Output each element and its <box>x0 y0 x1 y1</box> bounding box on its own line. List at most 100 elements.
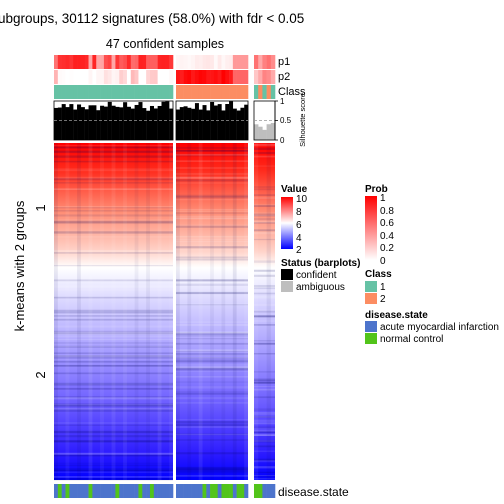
p1-cell <box>266 55 272 69</box>
heatmap-row-texture <box>176 177 248 179</box>
heatmap-row-texture <box>254 315 275 317</box>
heatmap-row-texture <box>54 250 173 252</box>
disease-state-cell <box>146 484 151 498</box>
heatmap-row-texture <box>176 332 248 335</box>
class-cell <box>266 85 272 99</box>
heatmap-row-texture <box>254 194 275 196</box>
heatmap-row-texture <box>176 342 248 345</box>
heatmap-row-texture <box>176 423 248 426</box>
heatmap-row-texture <box>176 433 248 436</box>
silhouette-bar <box>69 104 74 140</box>
silhouette-tick-0-5: 0.5 <box>280 116 292 125</box>
legend-status: Status (barplots) confident ambiguous <box>281 258 360 293</box>
class-cell <box>236 85 241 99</box>
p1-cell <box>229 55 234 69</box>
heatmap-row-texture <box>176 338 248 340</box>
legend-status-confident-label: confident <box>296 270 337 281</box>
class-cell <box>54 85 59 99</box>
p1-cell <box>73 55 78 69</box>
heatmap-row-texture <box>254 231 275 234</box>
silhouette-bar <box>61 104 66 140</box>
p1-cell <box>236 55 241 69</box>
heatmap-row-texture <box>176 154 248 157</box>
p1-cell <box>77 55 82 69</box>
silhouette-bar <box>187 107 192 140</box>
p1-cell <box>84 55 89 69</box>
p2-track-label: p2 <box>278 71 290 83</box>
heatmap-row-texture <box>254 275 275 278</box>
heatmap-row-texture <box>54 345 173 348</box>
heatmap-row-texture <box>176 350 248 353</box>
heatmap-row-texture <box>176 304 248 306</box>
heatmap-row-texture <box>176 366 248 368</box>
class-cell <box>134 85 139 99</box>
p1-track-label: p1 <box>278 56 290 68</box>
p1-cell <box>213 55 218 69</box>
p2-cell <box>134 70 139 84</box>
p2-cell <box>61 70 66 84</box>
heatmap-row-texture <box>254 450 275 452</box>
silhouette-bar <box>165 101 170 140</box>
heatmap-row-texture <box>176 210 248 212</box>
heatmap-row-texture <box>176 194 248 197</box>
heatmap-row-texture <box>54 145 173 147</box>
heatmap-row-texture <box>176 249 248 251</box>
p1-cell <box>191 55 196 69</box>
heatmap-row-texture <box>54 311 173 314</box>
heatmap-column-texture <box>244 143 248 480</box>
heatmap-row-texture <box>54 462 173 464</box>
silhouette-bar <box>266 124 271 140</box>
heatmap-row-texture <box>176 153 248 156</box>
silhouette-bar <box>157 105 162 140</box>
heatmap-row-texture <box>54 471 173 473</box>
disease-state-cell <box>266 484 272 498</box>
heatmap-row-texture <box>54 332 173 335</box>
heatmap-row-texture <box>254 151 275 154</box>
heatmap-row-texture <box>54 335 173 338</box>
heatmap-row-texture <box>54 430 173 433</box>
class-cell <box>270 85 276 99</box>
disease-state-cell <box>149 484 155 498</box>
heatmap-row-texture <box>54 220 173 224</box>
heatmap-row-texture <box>176 279 248 282</box>
heatmap-row-texture <box>254 471 275 474</box>
heatmap-row-texture <box>254 378 275 381</box>
silhouette-bar <box>111 105 116 140</box>
heatmap-row-texture <box>54 424 173 426</box>
heatmap-row-texture <box>176 368 248 370</box>
heatmap-row-texture <box>254 434 275 437</box>
disease-state-cell <box>240 484 245 498</box>
class-cell <box>254 85 259 99</box>
heatmap-row-texture <box>176 263 248 266</box>
legend-status-confident-swatch <box>281 269 293 280</box>
heatmap-row-texture <box>54 405 173 408</box>
legend-status-title: Status (barplots) <box>281 258 360 269</box>
heatmap-column-texture <box>146 143 150 480</box>
legend-class-2-label: 2 <box>380 294 386 305</box>
heatmap-row-texture <box>254 411 275 414</box>
p2-cell <box>69 70 74 84</box>
heatmap-column-texture <box>176 143 180 480</box>
heatmap-row-texture <box>176 363 248 367</box>
heatmap-row-texture <box>254 213 275 216</box>
class-cell <box>240 85 245 99</box>
p1-cell <box>176 55 181 69</box>
class-cell <box>96 85 101 99</box>
p2-cell <box>210 70 215 84</box>
p1-cell <box>240 55 245 69</box>
heatmap-row-texture <box>54 440 173 443</box>
p2-cell <box>198 70 203 84</box>
heatmap-row-texture <box>176 368 248 371</box>
class-cell <box>149 85 155 99</box>
heatmap-row-texture <box>254 386 275 388</box>
heatmap-row-texture <box>176 381 248 383</box>
p2-cell <box>161 70 166 84</box>
legend-prob-tick: 1 <box>380 193 386 204</box>
heatmap-row-texture <box>54 476 173 478</box>
p1-cell <box>146 55 151 69</box>
p1-cell <box>258 55 263 69</box>
p2-cell <box>149 70 155 84</box>
p1-cell <box>123 55 128 69</box>
heatmap-row-texture <box>254 440 275 442</box>
class-cell <box>202 85 207 99</box>
